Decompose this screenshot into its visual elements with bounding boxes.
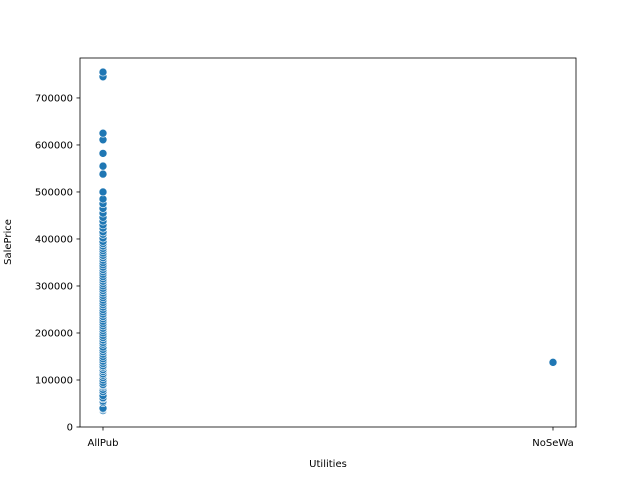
- data-point: [98, 161, 108, 171]
- x-axis-label: Utilities: [309, 459, 347, 470]
- y-axis-label: SalePrice: [3, 219, 14, 265]
- y-tick-label: 600000: [35, 140, 73, 151]
- y-tick-label: 0: [67, 423, 73, 434]
- data-point: [98, 149, 108, 158]
- y-tick-label: 300000: [35, 281, 73, 292]
- y-tick-label: 200000: [35, 328, 73, 339]
- y-tick-label: 100000: [35, 375, 73, 386]
- data-point: [98, 128, 108, 138]
- points-layer: [98, 67, 558, 415]
- y-axis: 0 100000 200000 300000 400000 500000 600000 700…: [35, 93, 80, 434]
- y-tick-label: 400000: [35, 234, 73, 245]
- x-axis: AllPub NoSeWa: [88, 427, 574, 449]
- y-tick-label: 700000: [35, 93, 73, 104]
- data-point: [98, 187, 108, 197]
- x-tick-label: AllPub: [88, 438, 119, 449]
- data-point: [98, 169, 108, 179]
- data-point: [548, 358, 558, 367]
- x-tick-label: NoSeWa: [532, 438, 573, 449]
- y-tick-label: 500000: [35, 187, 73, 198]
- data-point: [98, 67, 108, 77]
- plot-frame: [79, 57, 577, 428]
